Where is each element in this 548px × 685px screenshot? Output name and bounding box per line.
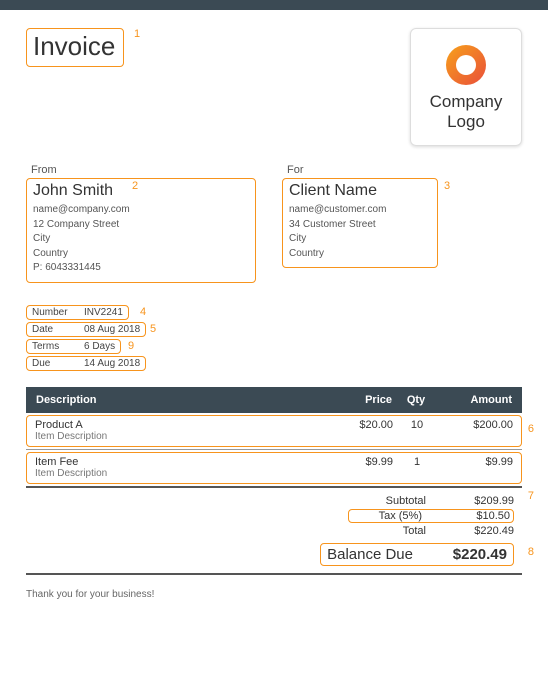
for-street: 34 Customer Street [289,218,431,233]
table-row: Item Fee Item Description $9.99 1 $9.99 [26,452,522,484]
tax-label: Tax (5%) [352,510,432,522]
callout-3: 3 [444,180,450,192]
items-table: Description Price Qty Amount Product A I… [26,387,522,488]
meta-date-k: Date [32,324,84,335]
callout-2: 2 [132,180,138,192]
subtotal-label: Subtotal [350,495,436,507]
company-logo: Company Logo [410,28,522,146]
meta-date-v: 08 Aug 2018 [84,324,140,335]
callout-5: 5 [150,323,156,335]
for-city: City [289,232,431,247]
for-country: Country [289,247,431,262]
total-value: $220.49 [436,525,514,537]
item-sub: Item Description [35,468,333,479]
from-box: John Smith name@company.com 12 Company S… [26,178,256,283]
from-name: John Smith [33,182,249,200]
callout-1: 1 [134,28,140,40]
item-sub: Item Description [35,431,333,442]
callout-6: 6 [528,423,534,435]
item-name: Product A [35,419,333,431]
from-country: Country [33,247,249,262]
balance-label: Balance Due [327,546,429,563]
totals: Subtotal $209.99 Tax (5%) $10.50 7 Total… [26,494,522,575]
meta-terms: Terms 6 Days [26,339,121,354]
from-phone: P: 6043331445 [33,261,249,276]
logo-text-2: Logo [430,112,503,132]
callout-4: 4 [140,306,146,318]
for-email: name@customer.com [289,203,431,218]
item-price: $9.99 [333,456,393,468]
col-description: Description [36,394,332,406]
meta-number-k: Number [32,307,84,318]
for-box: Client Name name@customer.com 34 Custome… [282,178,438,268]
meta-due-v: 14 Aug 2018 [84,358,140,369]
logo-text-1: Company [430,92,503,112]
col-qty: Qty [398,394,434,406]
top-bar [0,0,548,10]
item-name: Item Fee [35,456,333,468]
item-qty: 10 [399,419,435,431]
meta-due: Due 14 Aug 2018 [26,356,146,371]
callout-9: 9 [128,340,134,352]
logo-icon [443,42,489,88]
callout-8: 8 [528,546,534,558]
balance-value: $220.49 [429,546,507,563]
meta-due-k: Due [32,358,84,369]
col-amount: Amount [434,394,512,406]
total-label: Total [350,525,436,537]
for-label: For [282,164,512,176]
invoice-page: Invoice 1 Company Logo [0,10,548,622]
item-amount: $9.99 [435,456,513,468]
footer-note: Thank you for your business! [26,589,522,600]
from-street: 12 Company Street [33,218,249,233]
item-amount: $200.00 [435,419,513,431]
callout-7: 7 [528,490,534,502]
meta-terms-k: Terms [32,341,84,352]
page-title: Invoice [33,31,115,62]
table-row: Product A Item Description $20.00 10 $20… [26,415,522,447]
item-qty: 1 [399,456,435,468]
for-name: Client Name [289,182,431,200]
meta-number-v: INV2241 [84,307,123,318]
tax-value: $10.50 [432,510,510,522]
from-email: name@company.com [33,203,249,218]
meta-number: Number INV2241 [26,305,129,320]
invoice-title-box: Invoice [26,28,124,67]
meta-date: Date 08 Aug 2018 [26,322,146,337]
from-city: City [33,232,249,247]
table-header: Description Price Qty Amount [26,387,522,413]
meta-terms-v: 6 Days [84,341,115,352]
balance-box: Balance Due $220.49 [320,543,514,566]
col-price: Price [332,394,392,406]
item-price: $20.00 [333,419,393,431]
subtotal-value: $209.99 [436,495,514,507]
from-label: From [26,164,256,176]
